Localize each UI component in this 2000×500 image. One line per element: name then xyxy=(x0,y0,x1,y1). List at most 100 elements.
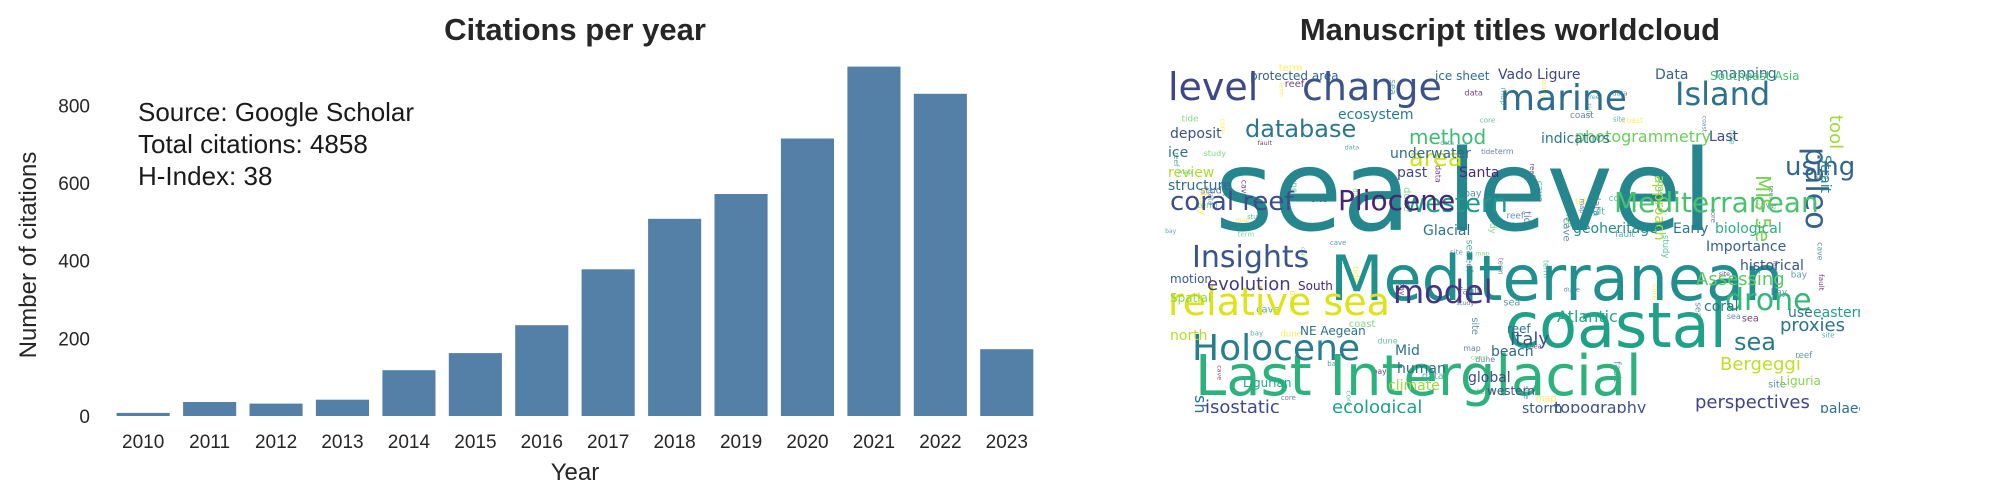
bar-2012 xyxy=(249,403,303,416)
x-tick-label: 2019 xyxy=(720,432,762,453)
x-tick-label: 2015 xyxy=(454,432,496,453)
wordcloud-filler-word: study xyxy=(1247,213,1266,221)
wordcloud-filler-word: study xyxy=(1487,209,1497,235)
wordcloud-word: Data xyxy=(1655,67,1688,83)
wordcloud-word: protected area xyxy=(1250,69,1339,83)
bar-2016 xyxy=(515,325,569,416)
wordcloud-filler-word: cave xyxy=(1256,305,1279,316)
wordcloud-filler-word: tide xyxy=(1575,198,1592,208)
wordcloud-word: model xyxy=(1393,273,1493,311)
wordcloud-filler-word: site xyxy=(1822,332,1834,340)
wordcloud-filler-word: study xyxy=(1204,148,1227,158)
wordcloud-word: indicators xyxy=(1541,131,1610,147)
wordcloud-word: ecosystem xyxy=(1338,107,1414,123)
wordcloud-filler-word: map xyxy=(1475,249,1489,257)
wordcloud-filler-word: cave xyxy=(1534,181,1544,203)
wordcloud-word: Atlantic xyxy=(1557,307,1618,326)
wordcloud-word: western xyxy=(1487,384,1535,398)
wordcloud-filler-word: reef xyxy=(1767,185,1775,199)
wordcloud-word: coral reef xyxy=(1170,187,1294,217)
wordcloud-filler-word: tide xyxy=(1584,103,1593,117)
wordcloud-filler-word: core xyxy=(1299,247,1306,260)
bar-2018 xyxy=(648,218,702,416)
bar-2010 xyxy=(116,412,170,416)
wordcloud-filler-word: study xyxy=(1197,188,1208,216)
wordcloud-filler-word: core xyxy=(1370,192,1389,202)
wordcloud-filler-word: map xyxy=(1578,199,1586,214)
wordcloud-filler-word: term xyxy=(1541,260,1550,278)
wordcloud-filler-word: bay xyxy=(1464,188,1482,199)
wordcloud-word: north xyxy=(1170,328,1208,344)
wordcloud-word: review xyxy=(1168,165,1214,181)
wordcloud-filler-word: fault xyxy=(1771,260,1779,276)
citations-bar-chart: 2010 2011 2012 2013 2014 2015 2016 2017 2018 2019… xyxy=(15,66,1034,486)
wordcloud-filler-word: sea xyxy=(1387,79,1397,95)
wordcloud-filler-word: data xyxy=(1345,143,1360,151)
x-tick-label: 2011 xyxy=(189,432,230,453)
wordcloud-filler-word: cave xyxy=(1816,242,1825,260)
bar-2022 xyxy=(913,93,967,417)
wordcloud-word: shorelines xyxy=(1191,395,1210,413)
wordcloud-word: South xyxy=(1298,279,1333,293)
wordcloud-filler-word: site xyxy=(1613,116,1625,124)
y-tick-label: 400 xyxy=(58,252,90,273)
wordcloud-filler-word: fault xyxy=(1615,230,1635,240)
wordcloud-word: Importance xyxy=(1706,239,1786,255)
wordcloud-word: paleo xyxy=(1798,147,1833,230)
wordcloud-filler-word: reef xyxy=(1528,164,1536,178)
wordcloud-filler-word: sea xyxy=(1742,314,1759,325)
x-tick-label: 2014 xyxy=(388,432,431,453)
wordcloud-filler-word: term xyxy=(1238,230,1255,238)
wordcloud-filler-word: bay xyxy=(1791,270,1807,280)
wordcloud-word: marine xyxy=(1500,78,1627,119)
wordcloud-title: Manuscript titles worldcloud xyxy=(1299,12,1721,47)
bar-2020 xyxy=(780,138,834,416)
x-tick-label: 2020 xyxy=(786,432,828,453)
x-tick-label: 2021 xyxy=(853,432,895,453)
wordcloud-word: ice sheet xyxy=(1435,69,1490,83)
wordcloud-filler-word: study xyxy=(1660,235,1670,259)
bar-2021 xyxy=(847,66,901,416)
wordcloud-filler-word: data xyxy=(1207,189,1216,205)
wordcloud-word: relative sea xyxy=(1168,280,1390,324)
wordcloud-filler-word: map xyxy=(1536,394,1557,405)
wordcloud-word: Strait xyxy=(1817,155,1833,194)
wordcloud-filler-word: cave xyxy=(1330,239,1346,247)
wordcloud-filler-word: coast xyxy=(1570,111,1594,121)
wordcloud-word: Holocene xyxy=(1192,328,1360,369)
wordcloud-filler-word: cave xyxy=(1240,180,1249,198)
wordcloud-word: Insights xyxy=(1192,240,1309,275)
wordcloud-filler-word: sea xyxy=(1693,302,1703,318)
wordcloud-filler-word: dune xyxy=(1290,172,1300,193)
y-tick-label: 200 xyxy=(58,329,90,350)
wordcloud-filler-word: dune xyxy=(1281,329,1302,339)
bar-2017 xyxy=(581,269,635,416)
wordcloud-word: reef xyxy=(1507,322,1531,336)
wordcloud-word: Spatial xyxy=(1170,291,1211,305)
wordcloud-filler-word: term xyxy=(1278,83,1285,98)
wordcloud-word: proxies xyxy=(1780,315,1845,336)
wordcloud-word: Mid xyxy=(1395,343,1420,359)
wordcloud-word: Assessing xyxy=(1696,269,1785,290)
wordcloud-filler-word: dune xyxy=(1564,285,1580,293)
wordcloud-word: Pliocene xyxy=(1338,184,1455,217)
wordcloud-word: structure xyxy=(1168,178,1232,194)
wordcloud-filler-word: bay xyxy=(1398,281,1407,296)
wordcloud-word: use xyxy=(1788,305,1813,321)
wordcloud-filler-word: data xyxy=(1422,371,1444,382)
wordcloud-filler-word: fault xyxy=(1817,274,1826,291)
wordcloud-word: coastal xyxy=(1505,289,1727,362)
wordcloud-filler-word: sea xyxy=(1503,297,1520,308)
y-tick-label: 800 xyxy=(58,97,90,118)
wordcloud-word: ecological xyxy=(1332,397,1422,413)
wordcloud-filler-word: dune xyxy=(1475,355,1495,364)
wordcloud-filler-word: reef xyxy=(1795,351,1813,361)
bar-2023 xyxy=(980,349,1034,416)
wordcloud-word: change xyxy=(1302,65,1442,109)
wordcloud-filler-word: tide xyxy=(1182,115,1199,125)
bar-chart-title: Citations per year xyxy=(444,12,706,47)
x-tick-label: 2022 xyxy=(919,432,961,453)
wordcloud-filler-word: dune xyxy=(1351,188,1359,205)
wordcloud-filler-word: reef xyxy=(1172,152,1181,167)
wordcloud-filler-word: core xyxy=(1281,394,1296,402)
